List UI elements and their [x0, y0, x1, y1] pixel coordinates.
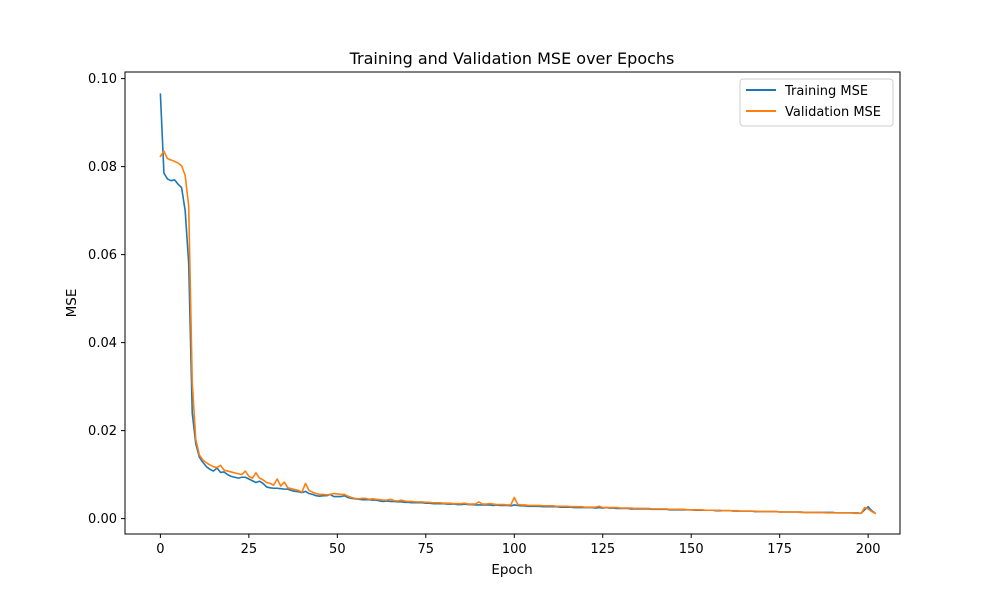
chart-title: Training and Validation MSE over Epochs [349, 49, 675, 68]
x-tick-label: 0 [156, 542, 164, 557]
series-line-validation [159, 150, 877, 515]
legend-label-training: Training MSE [784, 84, 868, 99]
legend: Training MSE Validation MSE [739, 78, 894, 127]
x-tick-label: 175 [767, 542, 792, 557]
x-tick-label: 150 [679, 542, 704, 557]
y-axis-ticks: 0.00 0.02 0.04 0.06 0.08 0.10 [88, 72, 125, 527]
y-tick-label: 0.02 [88, 424, 117, 439]
x-axis-label: Epoch [491, 562, 532, 578]
x-axis-ticks: 0 25 50 75 100 125 150 175 200 [156, 534, 881, 557]
y-axis-label: MSE [64, 289, 80, 318]
y-tick-label: 0.10 [88, 72, 117, 87]
legend-box [739, 78, 894, 127]
x-tick-label: 125 [590, 542, 615, 557]
x-tick-label: 75 [418, 542, 435, 557]
x-tick-label: 200 [856, 542, 881, 557]
plot-frame [124, 71, 901, 535]
y-tick-label: 0.04 [88, 336, 117, 351]
y-tick-label: 0.00 [88, 512, 117, 527]
y-tick-label: 0.08 [88, 160, 117, 175]
x-tick-label: 25 [241, 542, 258, 557]
x-tick-label: 100 [502, 542, 527, 557]
y-tick-label: 0.06 [88, 248, 117, 263]
x-tick-label: 50 [329, 542, 346, 557]
legend-label-validation: Validation MSE [785, 105, 881, 120]
series-layer [159, 93, 877, 515]
